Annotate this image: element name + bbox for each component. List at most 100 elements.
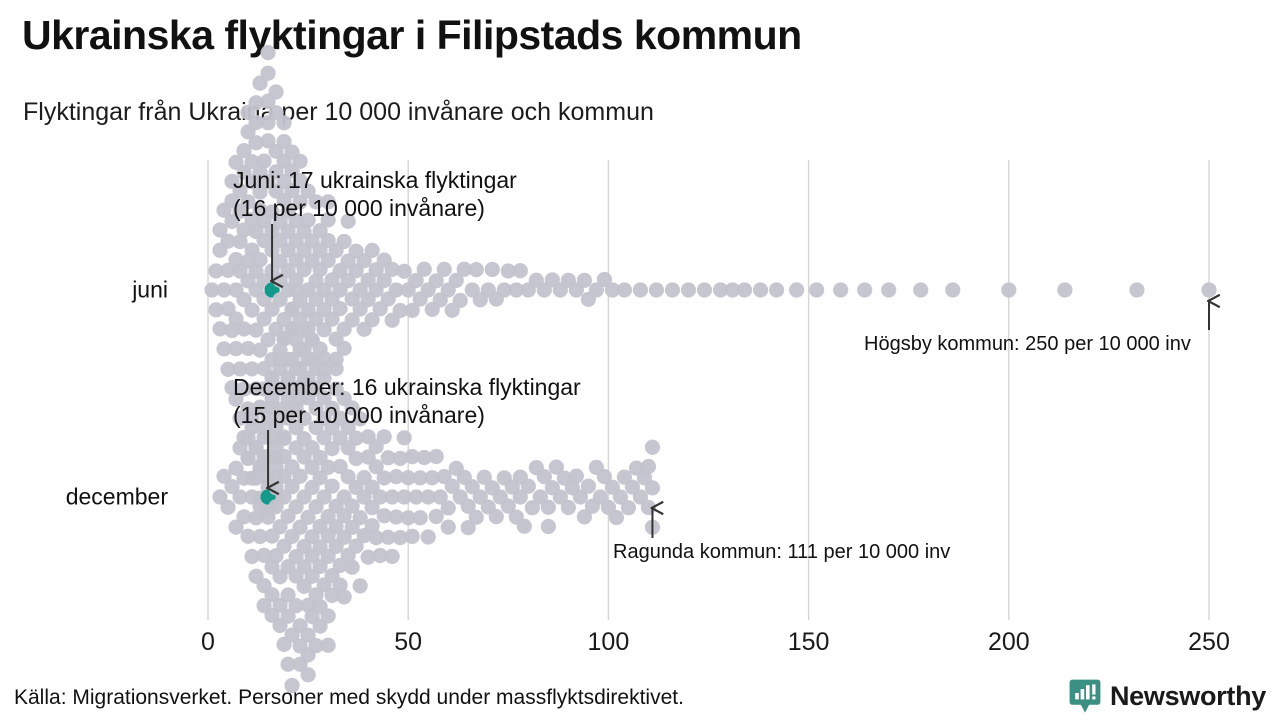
data-point — [512, 489, 528, 505]
data-point — [260, 44, 276, 61]
data-point — [288, 213, 304, 229]
data-point — [344, 498, 360, 514]
data-point — [428, 508, 444, 525]
data-point — [332, 577, 348, 593]
data-point — [500, 263, 516, 279]
data-point — [392, 529, 408, 546]
data-point — [312, 469, 328, 486]
data-point — [324, 311, 340, 327]
data-point — [404, 302, 420, 318]
data-point — [308, 400, 324, 416]
data-point — [500, 498, 516, 514]
data-point — [256, 547, 272, 563]
data-point — [236, 143, 252, 159]
data-point — [520, 478, 536, 494]
data-point — [516, 518, 532, 534]
data-point — [224, 478, 240, 495]
data-point — [560, 499, 576, 516]
data-point — [280, 656, 296, 672]
data-point — [248, 322, 264, 338]
x-tick-label: 100 — [587, 628, 630, 656]
data-point — [736, 282, 753, 298]
data-point — [300, 627, 316, 643]
data-point — [408, 489, 424, 505]
data-point — [396, 263, 412, 279]
data-point — [244, 410, 260, 426]
data-point — [372, 547, 388, 564]
data-point — [244, 302, 260, 318]
data-point — [460, 520, 476, 536]
data-point — [220, 361, 236, 377]
data-point — [712, 282, 729, 298]
data-point — [328, 361, 344, 377]
data-point — [304, 332, 320, 348]
data-point — [324, 441, 340, 457]
data-point — [640, 499, 657, 516]
data-point — [376, 272, 392, 289]
data-point — [1201, 282, 1217, 298]
data-point — [768, 282, 785, 298]
data-point — [913, 282, 929, 298]
data-point — [208, 302, 224, 318]
x-tick-label: 200 — [987, 628, 1030, 656]
data-point — [280, 371, 296, 388]
data-point — [604, 282, 621, 298]
data-point — [388, 282, 404, 298]
data-point — [568, 468, 584, 484]
data-point — [644, 480, 661, 496]
data-point — [620, 500, 637, 516]
data-point — [260, 509, 276, 525]
data-point — [284, 479, 300, 495]
data-point — [456, 261, 472, 277]
data-point — [648, 282, 665, 298]
data-point — [324, 587, 340, 603]
data-point — [252, 252, 268, 268]
data-point — [248, 510, 264, 526]
data-point — [372, 489, 388, 505]
data-point — [220, 499, 236, 515]
data-point — [496, 282, 512, 298]
data-point — [336, 340, 352, 356]
data-point — [424, 470, 440, 486]
data-point — [248, 135, 264, 151]
data-point — [881, 282, 897, 298]
data-point — [368, 459, 384, 475]
data-point — [320, 459, 336, 475]
data-point — [316, 390, 332, 406]
data-point — [440, 500, 456, 516]
data-point — [484, 261, 500, 278]
data-point — [368, 529, 384, 546]
data-point — [252, 528, 268, 545]
data-point — [252, 184, 268, 200]
annotation-juni-line2: (16 per 10 000 invånare) — [233, 195, 485, 222]
data-point — [216, 341, 232, 357]
data-point — [264, 587, 280, 603]
data-point — [364, 312, 380, 328]
data-point — [348, 538, 364, 554]
data-point — [600, 499, 617, 515]
data-point — [236, 292, 252, 308]
annotation-december-line2: (15 per 10 000 invånare) — [233, 402, 485, 429]
data-point — [1129, 282, 1145, 298]
data-point — [444, 478, 460, 494]
data-point — [280, 587, 296, 603]
data-point — [232, 361, 248, 377]
data-point — [208, 263, 224, 279]
data-point — [468, 261, 484, 278]
data-point — [288, 282, 304, 298]
data-point — [284, 321, 300, 337]
data-point — [833, 282, 849, 298]
data-point — [348, 430, 364, 446]
data-point — [312, 618, 328, 634]
data-point — [452, 292, 468, 309]
data-point — [596, 468, 613, 485]
data-point — [416, 261, 432, 277]
data-point — [420, 489, 436, 505]
data-point — [352, 411, 368, 427]
data-point — [308, 194, 324, 210]
data-point — [440, 519, 456, 535]
data-point — [1057, 282, 1073, 298]
data-point — [332, 458, 348, 475]
data-point — [276, 115, 292, 131]
